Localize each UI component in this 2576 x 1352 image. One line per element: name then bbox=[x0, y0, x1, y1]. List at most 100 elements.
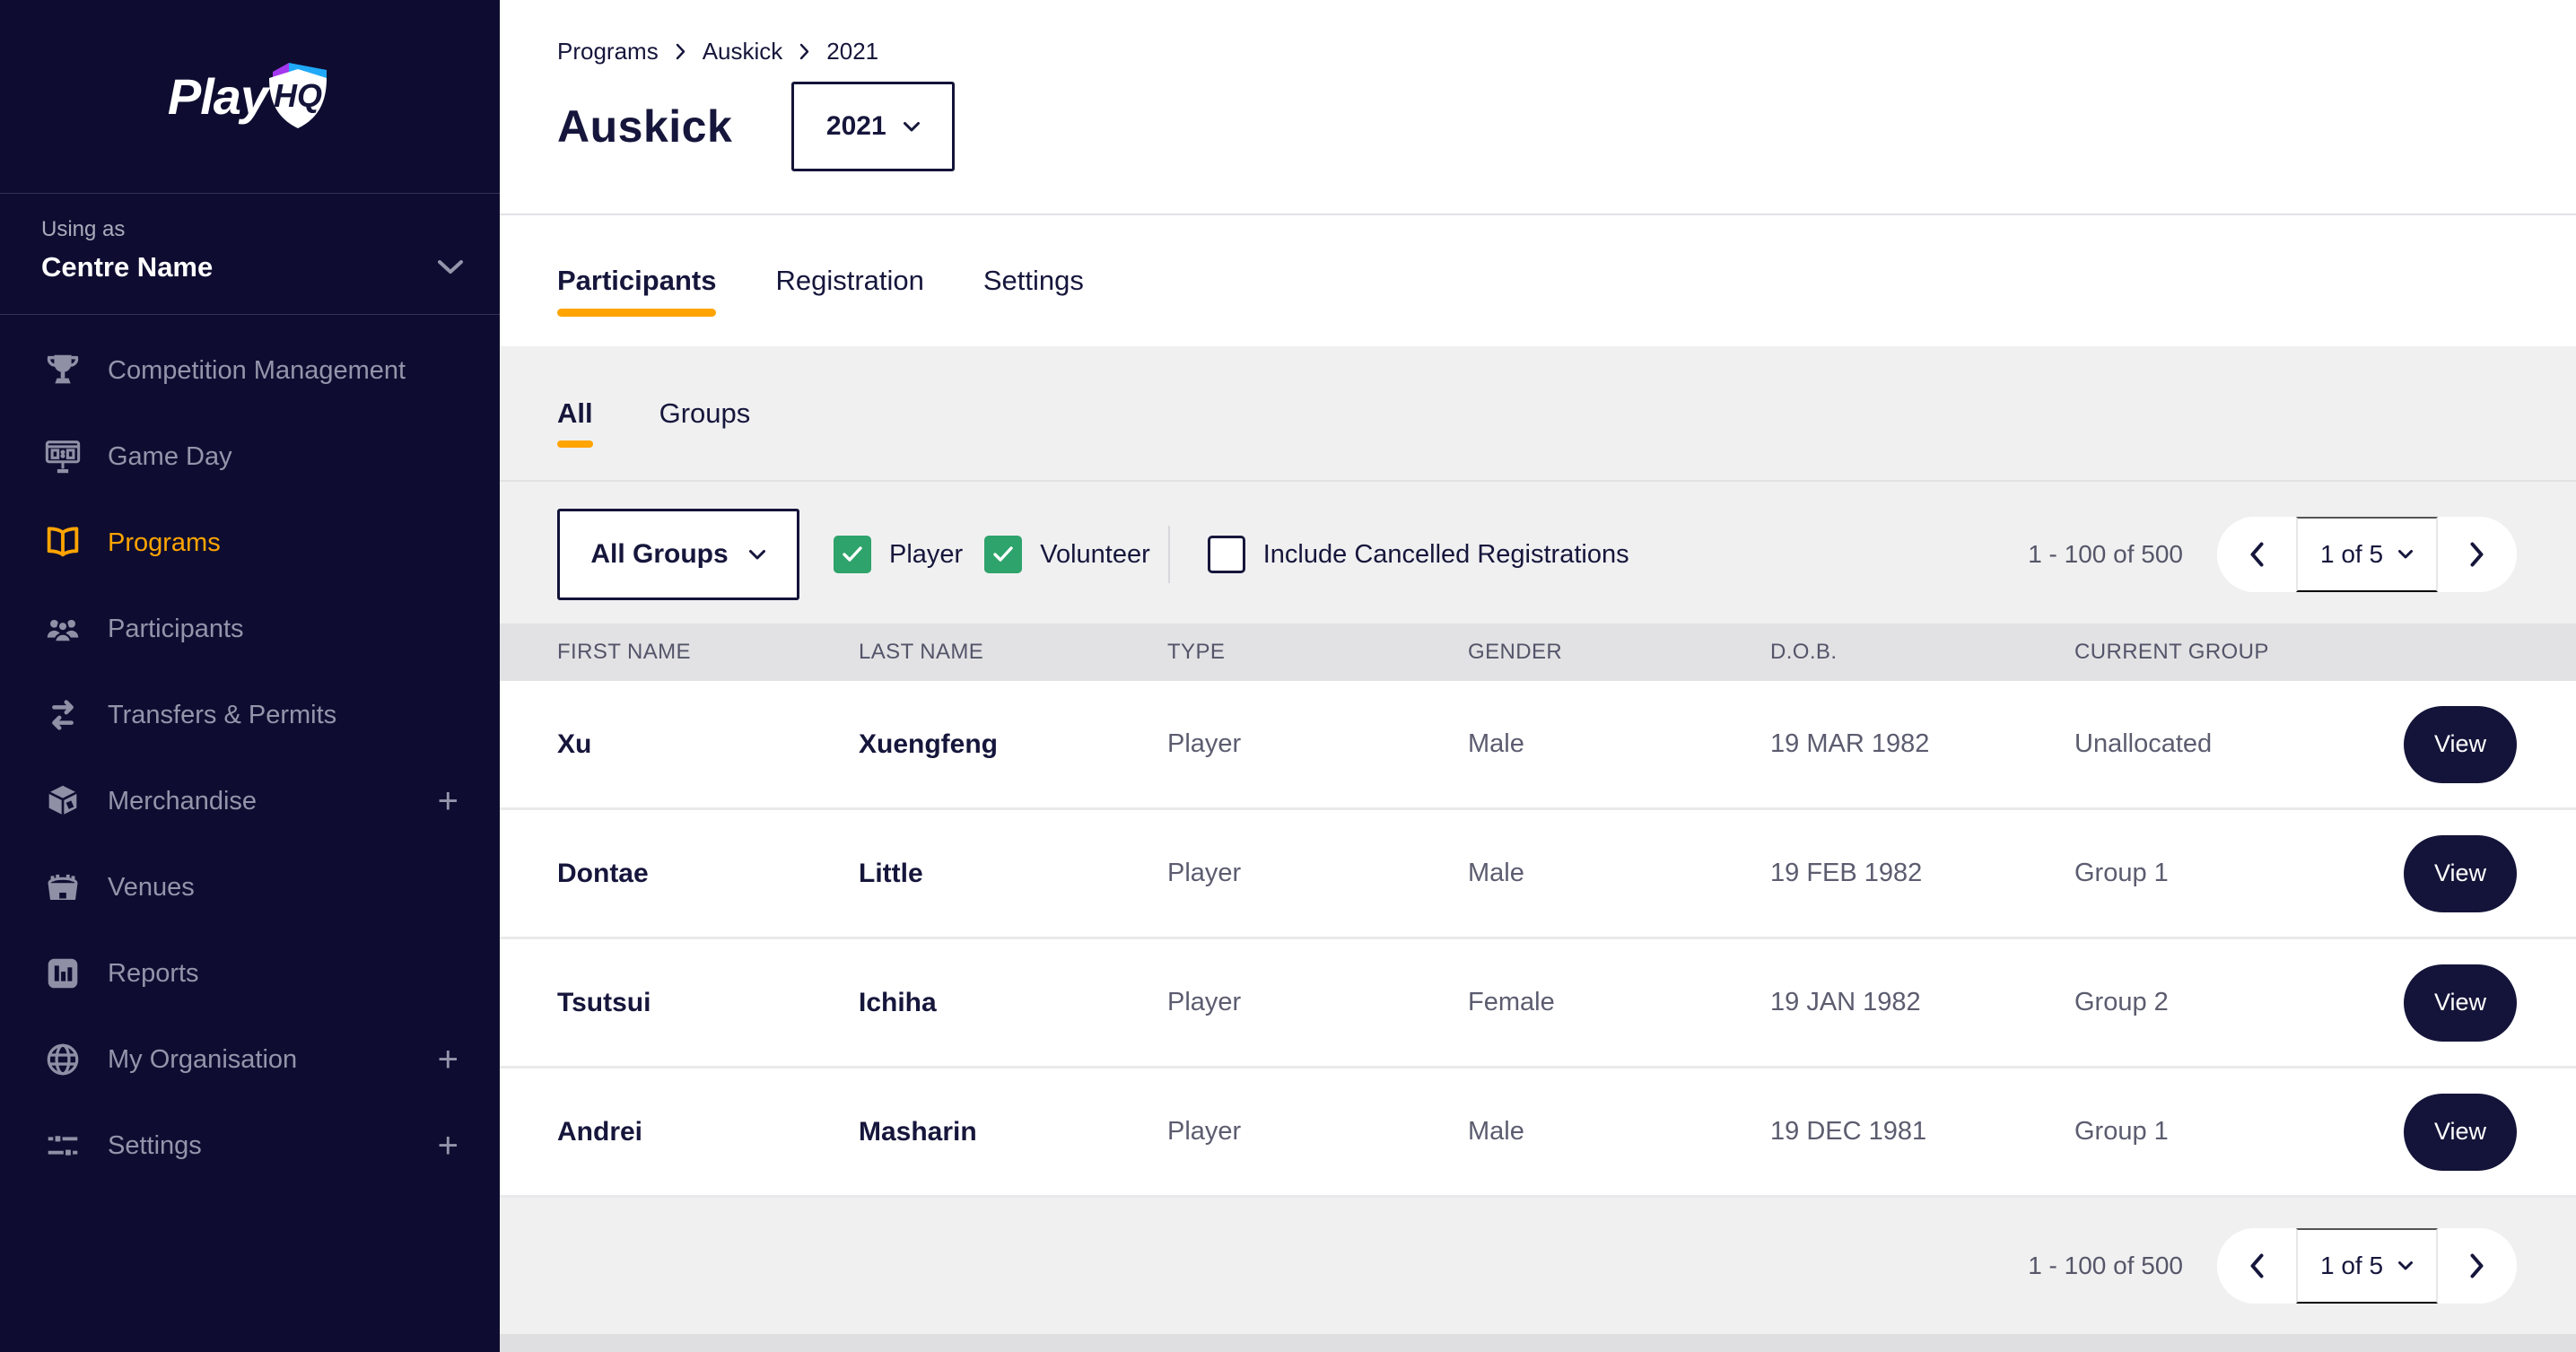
trophy-icon bbox=[41, 349, 84, 392]
breadcrumb-auskick[interactable]: Auskick bbox=[702, 38, 783, 65]
bar-chart-icon bbox=[41, 952, 84, 995]
org-switcher-name: Centre Name bbox=[41, 251, 214, 283]
page-select-value: 1 of 5 bbox=[2319, 1252, 2384, 1279]
chevron-down-icon bbox=[2398, 1261, 2414, 1270]
sidebar-item-label: Competition Management bbox=[108, 355, 406, 385]
cell-last-name: Ichiha bbox=[859, 987, 937, 1017]
cell-type: Player bbox=[1167, 1117, 1242, 1146]
prev-page-button[interactable] bbox=[2217, 517, 2296, 592]
cell-dob: 19 MAR 1982 bbox=[1770, 729, 1930, 758]
sidebar-item-reports[interactable]: Reports bbox=[0, 930, 500, 1016]
groups-filter-dropdown[interactable]: All Groups bbox=[557, 509, 799, 600]
pagination-range: 1 - 100 of 500 bbox=[2028, 540, 2183, 568]
open-book-icon bbox=[41, 521, 84, 564]
season-dropdown[interactable]: 2021 bbox=[791, 82, 956, 171]
cell-first-name: Andrei bbox=[557, 1116, 643, 1147]
subtab-all[interactable]: All bbox=[557, 397, 593, 448]
chevron-left-icon bbox=[2250, 1253, 2264, 1278]
cell-dob: 19 DEC 1981 bbox=[1770, 1117, 1927, 1146]
filter-divider bbox=[1167, 526, 1170, 583]
sidebar-item-venues[interactable]: Venues bbox=[0, 844, 500, 930]
view-button[interactable]: View bbox=[2404, 834, 2517, 912]
cell-type: Player bbox=[1167, 859, 1242, 887]
sliders-icon bbox=[41, 1124, 84, 1167]
playhq-logo[interactable]: Play HQ bbox=[0, 0, 500, 193]
chevron-right-icon bbox=[2470, 1253, 2484, 1278]
pagination-range: 1 - 100 of 500 bbox=[2028, 1252, 2183, 1279]
tab-bar: Participants Registration Settings bbox=[500, 215, 2576, 346]
filter-checkbox-player[interactable]: Player bbox=[834, 536, 963, 573]
subtab-groups[interactable]: Groups bbox=[659, 397, 751, 429]
view-button[interactable]: View bbox=[2404, 964, 2517, 1042]
column-header-first-name: FIRST NAME bbox=[557, 640, 691, 664]
next-page-button[interactable] bbox=[2438, 517, 2517, 592]
table-row: Tsutsui Ichiha Player Female 19 JAN 1982… bbox=[500, 939, 2576, 1069]
expand-plus-icon[interactable]: + bbox=[437, 1040, 458, 1079]
checkbox-checked-icon bbox=[984, 536, 1023, 573]
checkbox-checked-icon bbox=[834, 536, 871, 573]
filter-checkbox-volunteer[interactable]: Volunteer bbox=[984, 536, 1150, 573]
sidebar-item-label: Game Day bbox=[108, 441, 232, 471]
cell-last-name: Xuengfeng bbox=[859, 728, 998, 759]
bottom-strip bbox=[500, 1334, 2576, 1352]
sidebar-item-participants[interactable]: Participants bbox=[0, 586, 500, 672]
main-content: Programs Auskick 2021 Auskick 2021 Parti… bbox=[500, 0, 2576, 1352]
breadcrumb-chevron-icon bbox=[799, 42, 810, 61]
filter-checkbox-include-cancelled[interactable]: Include Cancelled Registrations bbox=[1207, 536, 1629, 573]
sidebar-item-competition-management[interactable]: Competition Management bbox=[0, 327, 500, 414]
cell-gender: Male bbox=[1468, 859, 1524, 887]
chevron-down-icon bbox=[2398, 550, 2414, 559]
table-row: Andrei Masharin Player Male 19 DEC 1981 … bbox=[500, 1069, 2576, 1198]
table-row: Xu Xuengfeng Player Male 19 MAR 1982 Una… bbox=[500, 681, 2576, 810]
sidebar-item-label: Settings bbox=[108, 1130, 202, 1160]
page-select-value: 1 of 5 bbox=[2319, 540, 2384, 568]
column-header-last-name: LAST NAME bbox=[859, 640, 984, 664]
sidebar-item-programs[interactable]: Programs bbox=[0, 500, 500, 586]
page-title: Auskick bbox=[557, 101, 733, 152]
people-icon bbox=[41, 607, 84, 650]
sidebar-item-settings[interactable]: Settings + bbox=[0, 1103, 500, 1189]
cell-type: Player bbox=[1167, 988, 1242, 1016]
view-button[interactable]: View bbox=[2404, 1093, 2517, 1171]
expand-plus-icon[interactable]: + bbox=[437, 781, 458, 821]
cell-current-group: Group 2 bbox=[2074, 988, 2169, 1016]
cell-gender: Male bbox=[1468, 1117, 1524, 1146]
page-select-dropdown[interactable]: 1 of 5 bbox=[2296, 517, 2438, 592]
chevron-down-icon bbox=[903, 121, 920, 131]
tab-settings[interactable]: Settings bbox=[982, 265, 1084, 296]
sidebar-item-label: My Organisation bbox=[108, 1044, 298, 1074]
cell-current-group: Group 1 bbox=[2074, 859, 2169, 887]
sidebar-item-transfers-permits[interactable]: Transfers & Permits bbox=[0, 672, 500, 758]
cell-current-group: Unallocated bbox=[2074, 729, 2213, 758]
org-switcher[interactable]: Using as Centre Name bbox=[0, 193, 500, 315]
view-button[interactable]: View bbox=[2404, 705, 2517, 783]
cell-gender: Female bbox=[1468, 988, 1555, 1016]
cell-first-name: Xu bbox=[557, 728, 592, 759]
sidebar-item-label: Merchandise bbox=[108, 786, 258, 816]
cell-last-name: Little bbox=[859, 858, 923, 888]
participants-panel: All Groups All Groups Player bbox=[500, 346, 2576, 1352]
table-row: Dontae Little Player Male 19 FEB 1982 Gr… bbox=[500, 810, 2576, 939]
prev-page-button[interactable] bbox=[2217, 1228, 2296, 1304]
column-header-current-group: CURRENT GROUP bbox=[2074, 640, 2269, 664]
page-select-dropdown[interactable]: 1 of 5 bbox=[2296, 1228, 2438, 1304]
tab-registration[interactable]: Registration bbox=[775, 265, 924, 296]
sidebar-item-my-organisation[interactable]: My Organisation + bbox=[0, 1016, 500, 1103]
expand-plus-icon[interactable]: + bbox=[437, 1126, 458, 1165]
sidebar-item-game-day[interactable]: Game Day bbox=[0, 414, 500, 500]
package-icon bbox=[41, 780, 84, 823]
cell-gender: Male bbox=[1468, 729, 1524, 758]
svg-text:HQ: HQ bbox=[274, 77, 322, 114]
sidebar-menu: Competition Management Game Day Programs… bbox=[0, 315, 500, 1189]
cell-last-name: Masharin bbox=[859, 1116, 977, 1147]
breadcrumb-programs[interactable]: Programs bbox=[557, 38, 659, 65]
chevron-down-icon bbox=[748, 549, 765, 559]
sidebar-item-merchandise[interactable]: Merchandise + bbox=[0, 758, 500, 844]
next-page-button[interactable] bbox=[2438, 1228, 2517, 1304]
transfer-arrows-icon bbox=[41, 693, 84, 737]
bottom-pagination-bar: 1 - 100 of 500 1 of 5 bbox=[500, 1198, 2576, 1334]
chevron-left-icon bbox=[2250, 542, 2264, 567]
tab-participants[interactable]: Participants bbox=[557, 265, 717, 317]
checkbox-unchecked-icon bbox=[1207, 536, 1245, 573]
